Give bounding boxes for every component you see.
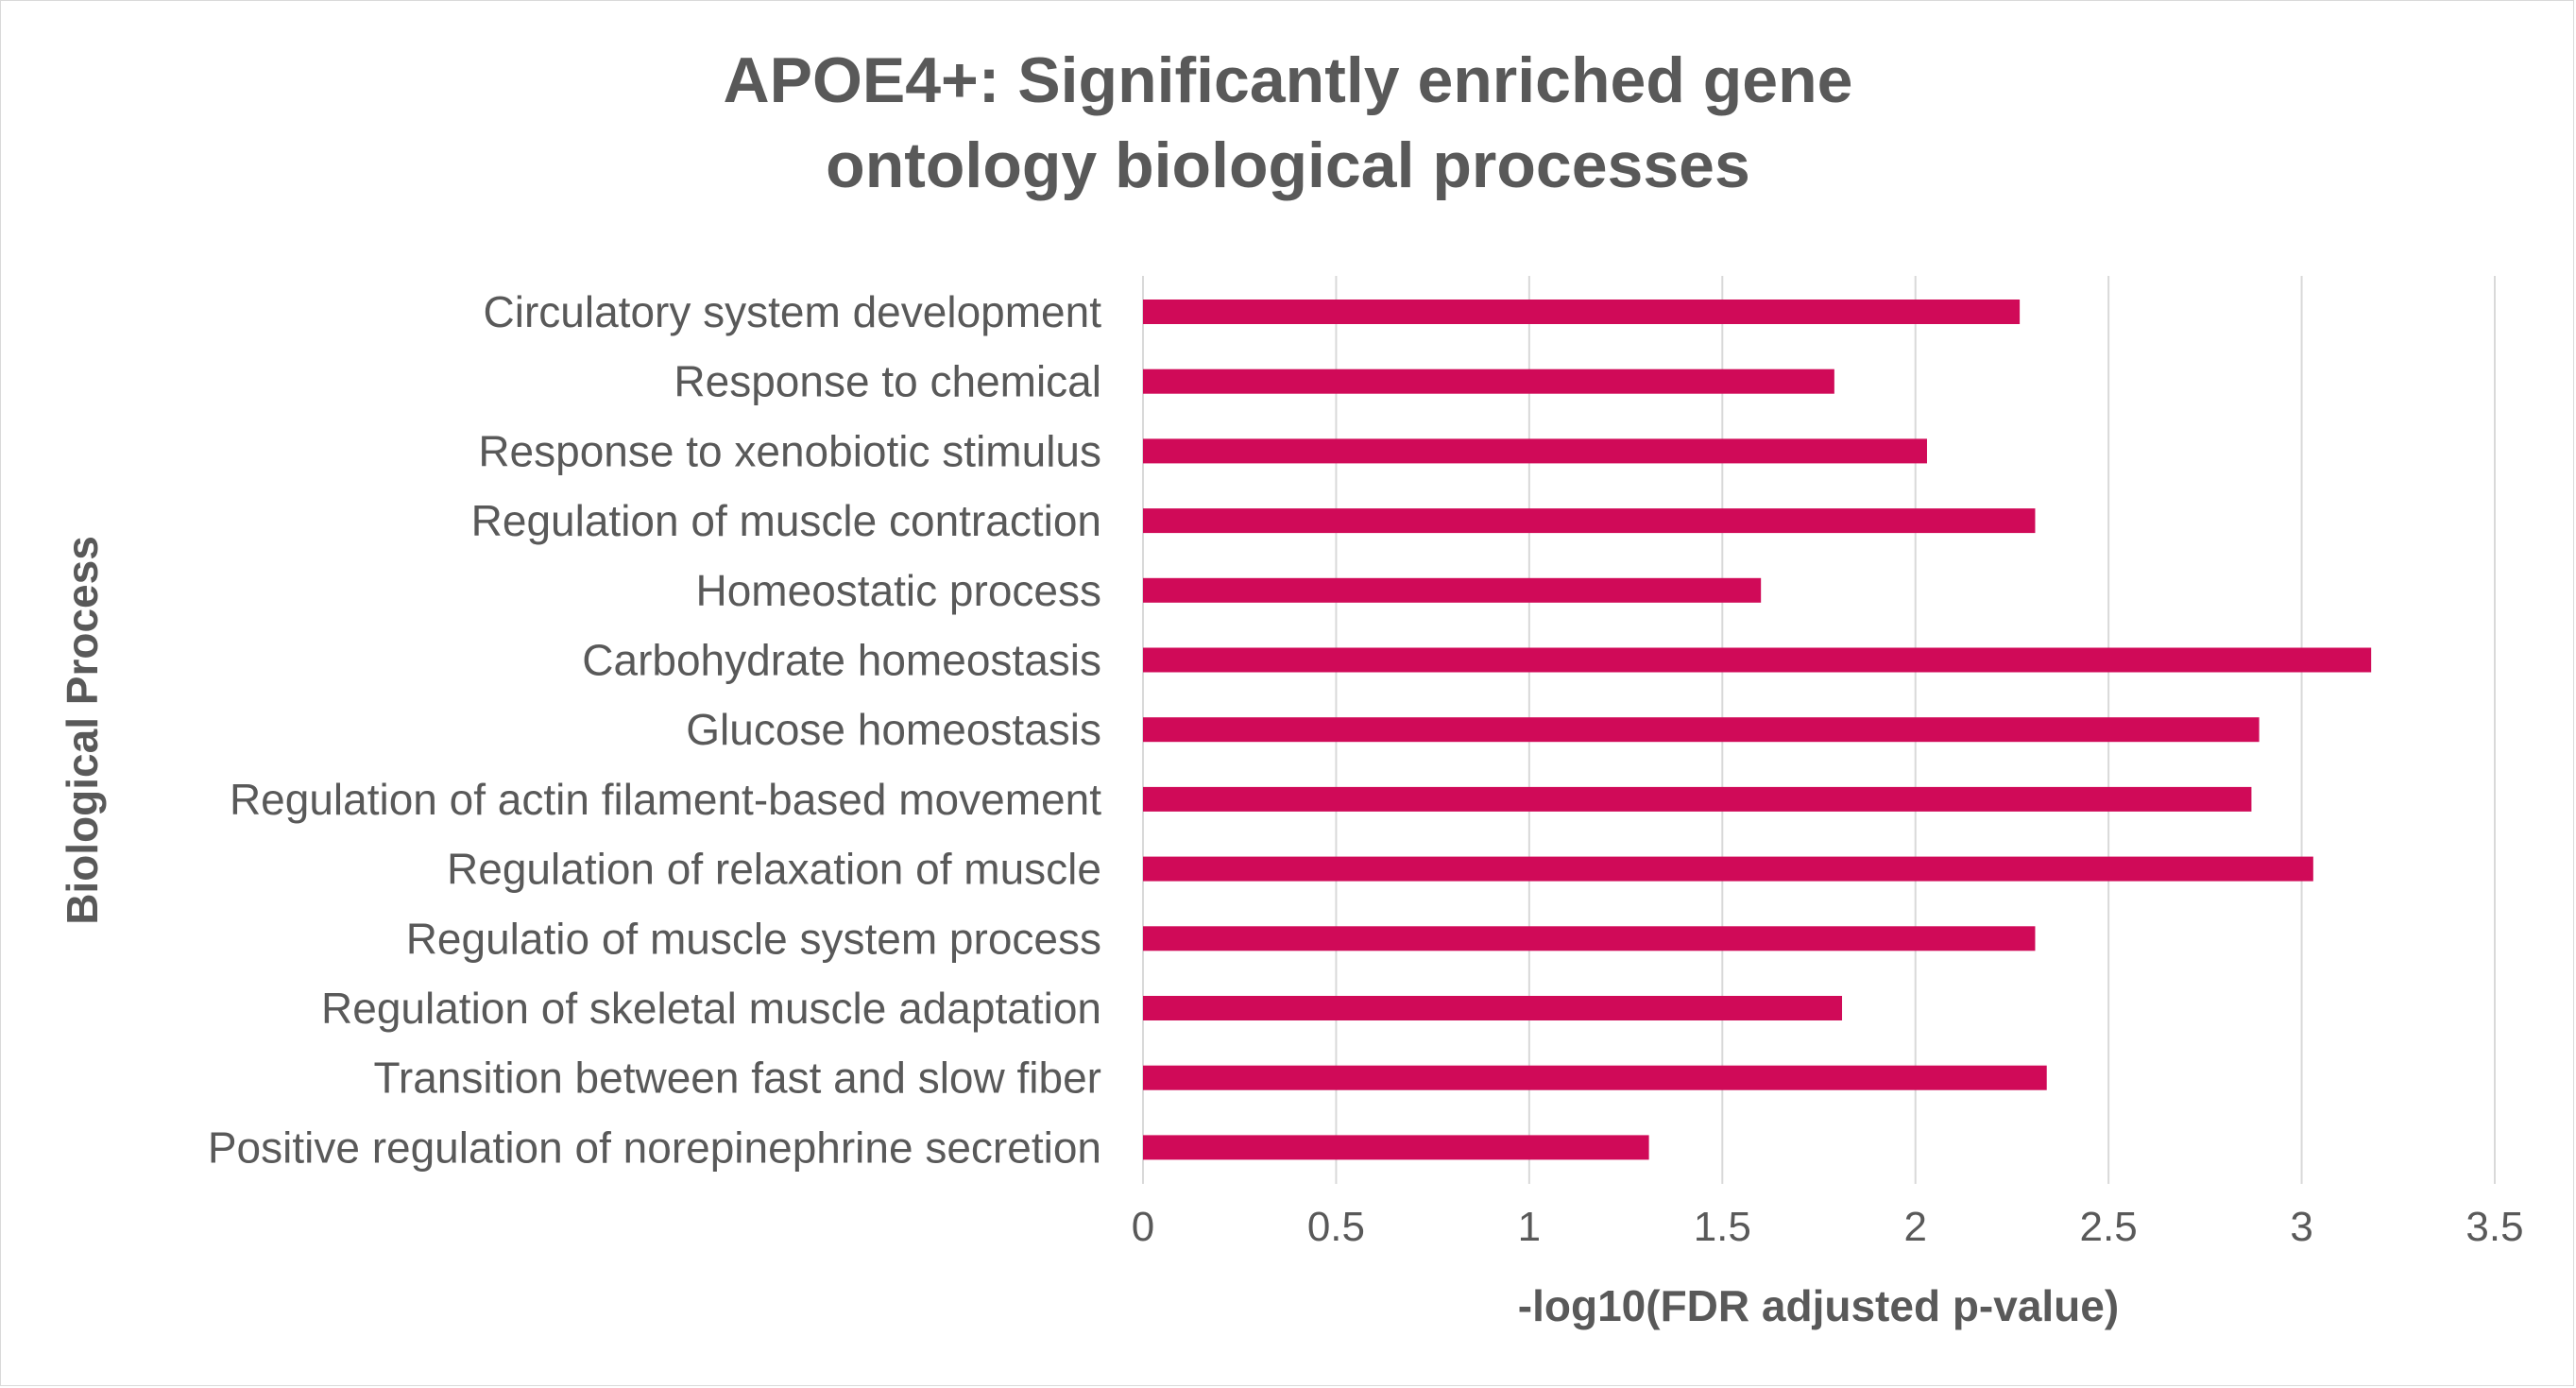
- x-tick-labels: 0 0.5 1 1.5 2 2.5 3 3.5: [1132, 1204, 2524, 1250]
- bar: [1143, 856, 2313, 882]
- bar: [1143, 508, 2036, 534]
- x-tick-label: 1.5: [1694, 1204, 1751, 1250]
- bar: [1143, 577, 1762, 603]
- category-label: Homeostatic process: [696, 566, 1102, 615]
- chart-title-line-2: ontology biological processes: [826, 129, 1750, 201]
- category-label: Positive regulation of norepinephrine se…: [208, 1122, 1101, 1172]
- category-label: Transition between fast and slow fiber: [374, 1054, 1101, 1103]
- category-label: Carbohydrate homeostasis: [582, 636, 1101, 685]
- bar: [1143, 926, 2036, 951]
- bar: [1143, 1065, 2047, 1090]
- category-label: Response to xenobiotic stimulus: [478, 426, 1101, 475]
- category-labels: Circulatory system development Response t…: [208, 287, 1101, 1172]
- chart-title: APOE4+: Significantly enriched gene onto…: [0, 38, 2576, 208]
- category-label: Regulation of relaxation of muscle: [447, 845, 1101, 894]
- category-label: Regulatio of muscle system process: [406, 914, 1101, 963]
- category-label: Regulation of skeletal muscle adaptation: [321, 984, 1101, 1033]
- x-tick-label: 3: [2290, 1204, 2312, 1250]
- chart-title-line-1: APOE4+: Significantly enriched gene: [723, 44, 1853, 116]
- category-label: Circulatory system development: [484, 287, 1102, 336]
- x-tick-label: 0.5: [1307, 1204, 1365, 1250]
- bar: [1143, 1135, 1649, 1160]
- x-tick-label: 2: [1903, 1204, 1926, 1250]
- x-tick-label: 0: [1132, 1204, 1154, 1250]
- x-tick-label: 3.5: [2465, 1204, 2523, 1250]
- bar: [1143, 438, 1927, 464]
- bar: [1143, 300, 2021, 324]
- x-axis-title: -log10(FDR adjusted p-value): [1518, 1281, 2119, 1330]
- bar: [1143, 647, 2372, 673]
- category-label: Glucose homeostasis: [686, 705, 1101, 754]
- category-label: Regulation of muscle contraction: [471, 496, 1101, 545]
- bars: [1143, 300, 2372, 1160]
- bar: [1143, 717, 2260, 743]
- category-label: Response to chemical: [674, 357, 1101, 406]
- bar: [1143, 368, 1834, 394]
- category-label: Regulation of actin filament-based movem…: [230, 775, 1101, 824]
- bar: [1143, 786, 2252, 812]
- bar: [1143, 996, 1843, 1020]
- x-tick-label: 2.5: [2080, 1204, 2138, 1250]
- x-tick-label: 1: [1518, 1204, 1541, 1250]
- y-axis-title: Biological Process: [58, 536, 107, 925]
